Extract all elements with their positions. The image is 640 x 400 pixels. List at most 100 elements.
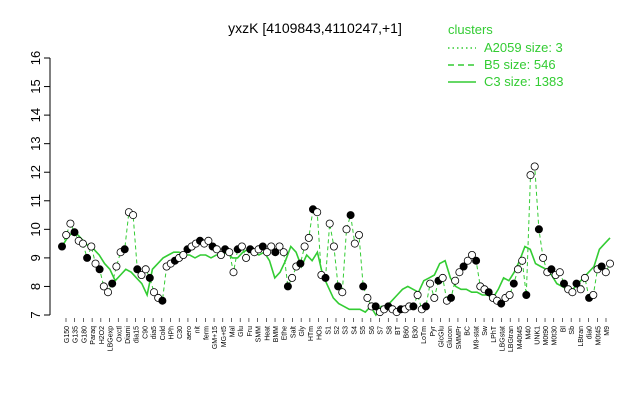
data-point [359, 282, 368, 291]
data-point [484, 288, 493, 297]
x-tick-label: C30 [177, 326, 184, 339]
y-tick-label: 12 [28, 165, 43, 179]
x-tick-label: UNK1 [534, 326, 541, 345]
data-point [463, 256, 472, 265]
data-point [576, 285, 585, 294]
y-tick-label: 10 [28, 222, 43, 236]
x-tick-label: B30 [412, 326, 419, 339]
data-point [426, 279, 435, 288]
data-point [237, 242, 246, 251]
y-tick-label: 15 [28, 79, 43, 93]
chart-title: yxzK [4109843,4110247,+1] [228, 20, 402, 36]
x-tick-label: nit [195, 326, 202, 333]
y-tick-label: 9 [28, 254, 43, 261]
data-point [472, 256, 481, 265]
data-point [346, 211, 355, 220]
data-point [371, 302, 380, 311]
y-axis: 7 8 9 10 11 12 13 14 15 16 [28, 51, 51, 319]
data-point [321, 273, 330, 282]
data-point [129, 211, 138, 220]
data-point [539, 253, 548, 262]
data-point [526, 171, 535, 180]
x-tick-label: Oxctl [116, 326, 123, 342]
x-tick-label: MG+t5 [221, 326, 228, 347]
x-tick-label: dia5 [151, 326, 158, 339]
x-tick-label: M9 [604, 326, 611, 336]
x-tick-label: C90 [142, 326, 149, 339]
x-tick-label: S3 [343, 326, 350, 335]
data-point [446, 293, 455, 302]
x-tick-label: LPhT [491, 325, 498, 342]
data-point [589, 290, 598, 299]
data-point [329, 242, 338, 251]
data-point [267, 242, 276, 251]
x-tick-label: HPh [169, 326, 176, 340]
data-point [547, 265, 556, 274]
data-point [597, 262, 606, 271]
x-tick-label: LBGstat [499, 326, 506, 351]
data-point [354, 230, 363, 239]
x-tick-label: Cold [160, 326, 167, 341]
data-point [534, 225, 543, 234]
data-point [216, 250, 225, 259]
x-tick-label: M0t90 [543, 326, 550, 346]
data-point [451, 276, 460, 285]
data-point [304, 233, 313, 242]
data-point [91, 259, 100, 268]
legend-label: C3 size: 1383 [484, 74, 564, 89]
x-tick-label: Glucon [447, 326, 454, 348]
data-point [229, 268, 238, 277]
data-point [459, 262, 468, 271]
x-tick-label: S8 [386, 326, 393, 335]
series-line-b5 [61, 164, 611, 313]
data-point [133, 265, 142, 274]
legend-title: clusters [448, 22, 493, 37]
data-point [580, 273, 589, 282]
data-point [225, 248, 234, 257]
x-tick-label: dia0 [587, 326, 594, 339]
x-tick-label: M9-stat [473, 326, 480, 349]
x-tick-label: S1 [325, 326, 332, 335]
data-point [104, 288, 113, 297]
x-tick-label: S5 [360, 326, 367, 335]
data-point [242, 253, 251, 262]
data-point [87, 242, 96, 251]
y-tick-label: 11 [28, 194, 43, 208]
data-point [438, 273, 447, 282]
x-tick-label: HOs [317, 326, 324, 341]
x-tick-label: S2 [334, 326, 341, 335]
data-point [363, 293, 372, 302]
data-point [141, 265, 150, 274]
data-point [279, 248, 288, 257]
x-tick-label: GM+15 [212, 326, 219, 349]
x-tick-label: S4 [351, 326, 358, 335]
x-tick-label: S7 [378, 326, 385, 335]
data-point [572, 279, 581, 288]
data-point [58, 242, 67, 251]
data-point [283, 282, 292, 291]
data-point [120, 245, 129, 254]
data-point [601, 268, 610, 277]
x-tick-label: M40 [526, 326, 533, 340]
x-tick-label: G150 [64, 326, 71, 343]
data-point [334, 282, 343, 291]
data-point [409, 302, 418, 311]
x-tick-label: Heat [264, 326, 271, 341]
x-tick-label: dia15 [134, 326, 141, 343]
data-point [275, 242, 284, 251]
x-tick-label: SMM [256, 326, 263, 343]
data-point [514, 265, 523, 274]
data-point [62, 230, 71, 239]
data-point [78, 239, 87, 248]
data-point [560, 279, 569, 288]
data-point [421, 302, 430, 311]
data-point [467, 250, 476, 259]
data-point [522, 290, 531, 299]
data-point [530, 162, 539, 171]
data-point [108, 279, 117, 288]
data-point [66, 219, 75, 228]
x-tick-label: G180 [81, 326, 88, 343]
data-point [300, 242, 309, 251]
y-tick-label: 13 [28, 136, 43, 150]
